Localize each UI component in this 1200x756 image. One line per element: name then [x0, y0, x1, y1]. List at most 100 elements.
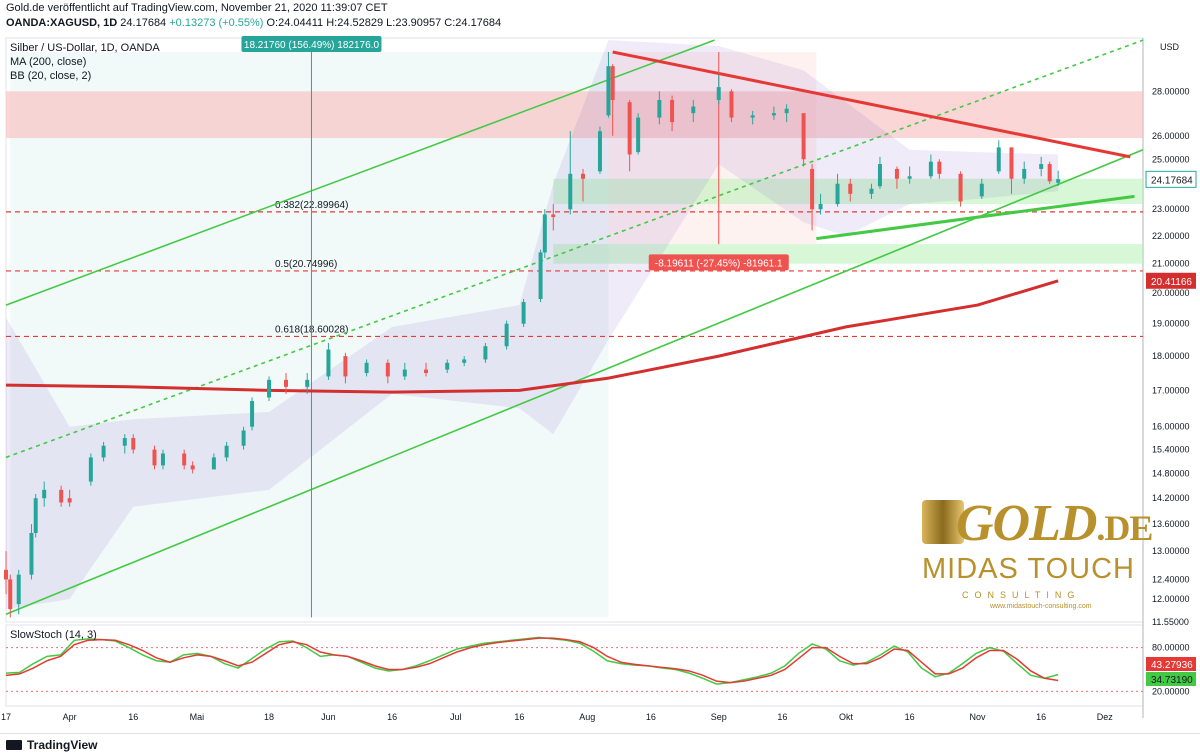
candle-body-18 — [241, 430, 246, 446]
time-tick-3: Mai — [190, 712, 205, 722]
candle-body-20 — [267, 379, 272, 398]
trendline-down-resistance — [612, 50, 1131, 159]
candle-body-3 — [29, 532, 34, 575]
candle-body-55 — [835, 183, 840, 205]
candle-body-34 — [538, 252, 543, 300]
bollinger-band — [6, 40, 1059, 610]
current-price-tag: 24.17684 — [1151, 175, 1193, 186]
candle-body-70 — [1056, 179, 1061, 183]
measure-down-label-bg — [648, 254, 789, 271]
candle-body-0 — [4, 569, 8, 580]
price-tick-3: 25.00000 — [1152, 154, 1190, 164]
price-tick-2: 26.00000 — [1152, 131, 1190, 141]
gold-logo-bar — [922, 500, 964, 544]
time-tick-17: Dez — [1097, 712, 1114, 722]
candle-body-68 — [1039, 164, 1044, 169]
candle-body-65 — [996, 147, 1001, 172]
candle-body-21 — [284, 379, 289, 387]
tradingview-logo-icon — [6, 740, 22, 750]
candle-body-29 — [445, 362, 450, 370]
candle-body-56 — [848, 183, 853, 194]
time-tick-4: 18 — [264, 712, 274, 722]
time-tick-9: Aug — [579, 712, 595, 722]
candle-body-12 — [152, 449, 157, 466]
ma-price-tag: 20.41166 — [1151, 277, 1192, 288]
time-tick-1: Apr — [63, 712, 77, 722]
candle-body-46 — [691, 106, 696, 114]
price-tick-20: 11.55000 — [1152, 617, 1189, 627]
ma-price-tag-bg — [1146, 272, 1196, 289]
candle-body-17 — [224, 445, 229, 458]
candle-body-28 — [424, 369, 429, 373]
tradingview-brand[interactable]: TradingView — [6, 738, 97, 752]
candle-body-57 — [869, 188, 874, 194]
zone-resistance-0 — [6, 91, 1143, 139]
stoch-legend: SlowStoch (14, 3) — [10, 629, 97, 641]
time-tick-6: 16 — [387, 712, 397, 722]
candle-body-33 — [521, 302, 526, 324]
candle-body-60 — [907, 176, 912, 179]
candle-body-9 — [101, 445, 106, 458]
symbol-name: OANDA:XAGUSD, 1D — [6, 17, 118, 29]
candle-body-59 — [894, 168, 899, 179]
time-tick-7: Jul — [450, 712, 462, 722]
candle-body-31 — [483, 346, 488, 360]
candle-body-24 — [343, 356, 348, 377]
price-tick-8: 20.00000 — [1152, 288, 1190, 298]
price-tick-5: 23.00000 — [1152, 204, 1190, 214]
last-price: 24.17684 — [120, 17, 167, 29]
candle-body-30 — [462, 359, 467, 363]
price-tick-9: 19.00000 — [1152, 319, 1190, 329]
measure-up-label: 18.21760 (156.49%) 182176.0 — [244, 40, 380, 51]
price-change: +0.13273 (+0.55%) — [169, 17, 264, 29]
measure-down-label: -8.19611 (-27.45%) -81961.1 — [655, 258, 783, 269]
candle-body-41 — [610, 66, 615, 100]
candle-body-63 — [958, 173, 963, 202]
price-tick-16: 13.60000 — [1152, 519, 1190, 529]
bb-legend: BB (20, close, 2) — [10, 70, 92, 82]
candle-body-61 — [928, 161, 933, 177]
ohlc-values: O:24.04411 H:24.52829 L:23.90957 C:24.17… — [266, 17, 502, 29]
time-tick-10: 16 — [646, 712, 656, 722]
candle-body-48 — [729, 91, 734, 118]
price-tick-12: 16.00000 — [1152, 422, 1190, 432]
candle-body-38 — [580, 173, 585, 179]
candle-body-47 — [716, 87, 721, 100]
current-price-tag-bg — [1145, 170, 1197, 188]
candle-body-69 — [1047, 164, 1052, 182]
candle-body-15 — [190, 465, 195, 470]
time-tick-0: 17 — [1, 712, 11, 722]
candle-body-22 — [305, 379, 310, 387]
stoch-k-tag: 43.27936 — [1151, 660, 1193, 671]
candle-body-5 — [42, 489, 47, 499]
candle-body-66 — [1009, 147, 1014, 179]
price-tick-11: 17.00000 — [1152, 385, 1190, 395]
candle-body-51 — [784, 108, 789, 114]
price-tick-14: 14.80000 — [1152, 468, 1190, 478]
candle-body-37 — [568, 173, 573, 210]
price-tick-15: 14.20000 — [1152, 493, 1190, 503]
candle-body-67 — [1022, 168, 1027, 179]
ma-legend: MA (200, close) — [10, 56, 87, 68]
candle-body-10 — [122, 438, 127, 446]
consulting-watermark: CONSULTING — [962, 590, 1081, 600]
candle-body-50 — [771, 113, 776, 116]
candle-body-14 — [182, 453, 187, 466]
price-tick-1: 28.00000 — [1152, 86, 1190, 96]
symbol-info: OANDA:XAGUSD, 1D 24.17684 +0.13273 (+0.5… — [6, 17, 501, 29]
midas-touch-watermark: MIDAS TOUCH — [922, 553, 1135, 585]
price-tick-10: 18.00000 — [1152, 351, 1190, 361]
time-tick-12: 16 — [777, 712, 787, 722]
candle-body-49 — [750, 115, 755, 118]
candle-body-35 — [542, 214, 547, 253]
stoch-d-line — [5, 637, 1059, 684]
stoch-pane — [5, 624, 1144, 707]
candle-body-19 — [250, 401, 255, 427]
time-tick-15: Nov — [970, 712, 987, 722]
candle-body-4 — [33, 498, 38, 533]
stoch-tick-1: 20.00000 — [1152, 686, 1190, 696]
stoch-k-tag-bg — [1146, 657, 1196, 671]
measure-up-zone — [10, 52, 609, 618]
trendline-up-support — [816, 194, 1135, 241]
